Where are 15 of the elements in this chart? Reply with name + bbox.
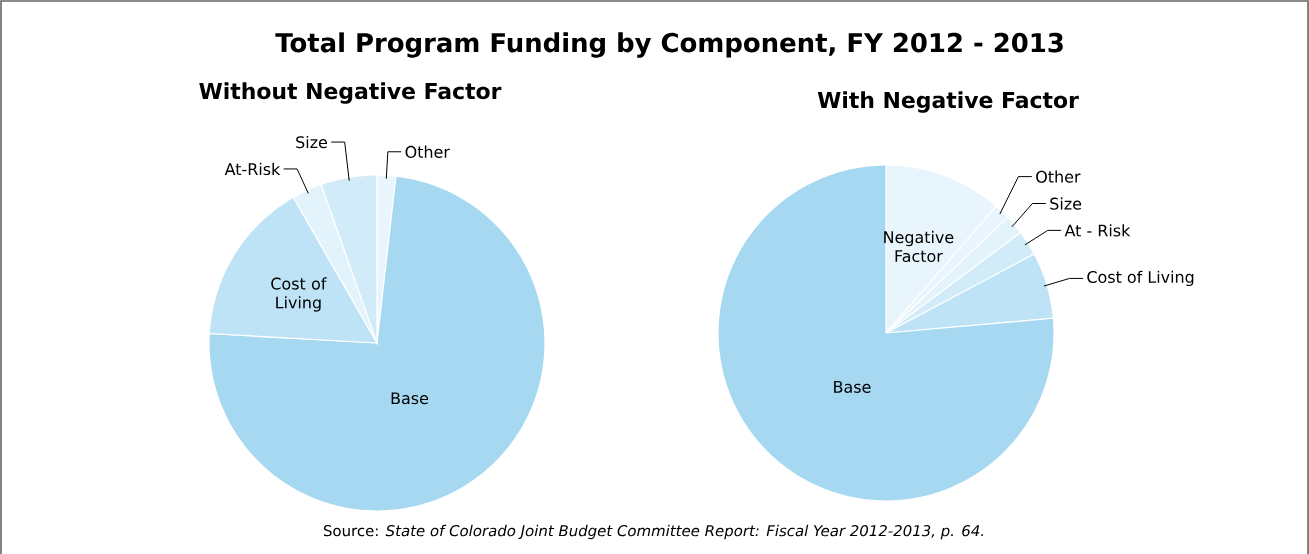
slice-label: Other [405,145,450,158]
slice-label: At - Risk [1064,224,1131,237]
source-note: Source: State of Colorado Joint Budget Committee Report: Fiscal Year 2012-2013, p. 64. [323,524,984,540]
chart-subtitle: With Negative Factor [817,91,1079,113]
slice-label: Size [296,135,328,149]
slice-label: Size [1050,197,1082,210]
chart-subtitle: Without Negative Factor [199,82,502,104]
slice-label: Cost of Living [1087,270,1194,287]
slice-label: Other [1036,170,1081,183]
text: Total Program Funding by Component, FY 2012 - 2013 [275,32,1063,58]
slice-label: Base [834,381,871,393]
slice-label: At-Risk [224,162,281,176]
slice-label: Base [391,392,429,405]
slice-label: Cost of Living [271,277,327,312]
slice-label: Negative Factor [884,230,954,263]
